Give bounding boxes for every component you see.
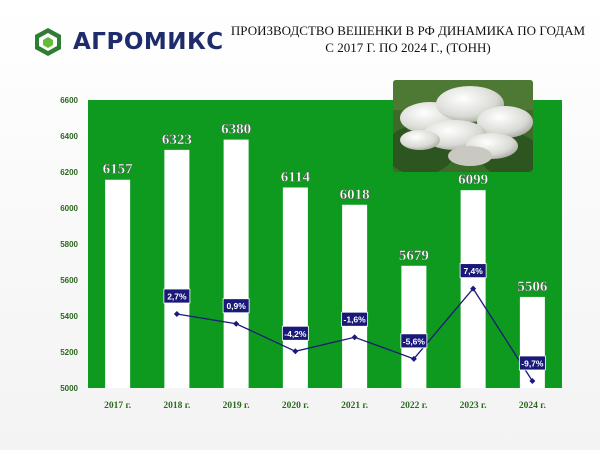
growth-label-box [163,288,191,304]
x-tick-label: 2023 г. [460,401,487,411]
bar [282,187,308,388]
growth-marker [292,348,299,355]
bar [223,139,249,388]
brand-name: АГРОМИКС [73,29,224,55]
bar-value-label: 5506 [517,279,548,295]
y-tick-label: 5800 [60,240,78,249]
x-tick-label: 2024 г. [519,401,546,411]
value-labels: 6157 6323 6380 6114 6018 5679 6099 5506 [102,121,548,295]
bar [401,265,427,388]
bar [164,149,190,388]
x-tick-label: 2022 г. [400,401,427,411]
y-tick-label: 5400 [60,312,78,321]
growth-label: 7,4% [459,263,487,279]
chart-title-line-2: С 2017 Г. ПО 2024 Г., (ТОНН) [325,40,491,55]
bar-series [105,139,545,388]
brand: АГРОМИКС [33,26,224,58]
x-tick-label: 2018 г. [163,401,190,411]
growth-label-text: -5,6% [403,336,426,346]
x-tick-label: 2017 г. [104,401,131,411]
growth-labels: 2,7% 0,9% -4,2% -1,6% -5,6% 7,4% -9,7% [163,263,546,371]
x-tick-label: 2020 г. [282,401,309,411]
growth-marker [470,285,477,292]
y-tick-label: 5600 [60,276,78,285]
growth-label: 0,9% [222,298,250,314]
oyster-mushroom-photo [393,80,533,172]
bar-value-label: 6157 [103,162,134,178]
growth-label-box [281,325,309,341]
bar-value-label: 5679 [399,248,429,264]
bar-value-label: 6018 [340,187,370,203]
bar-value-label: 6114 [281,169,311,185]
growth-marker [529,377,536,384]
growth-label: -1,6% [341,311,369,327]
growth-marker [233,320,240,327]
bar-value-label: 6099 [458,172,488,188]
growth-label-text: -1,6% [344,315,367,325]
x-axis: 2017 г. 2018 г. 2019 г. 2020 г. 2021 г. 2022 … [104,401,546,411]
growth-marker [410,355,417,362]
growth-label-box [400,333,428,349]
bar-value-label: 6380 [221,122,251,138]
growth-label: -4,2% [281,325,309,341]
growth-label-box [341,311,369,327]
bar [342,204,368,388]
growth-label: -9,7% [518,355,546,371]
growth-label-box [518,355,546,371]
growth-label-text: 0,9% [226,301,246,311]
growth-marker [351,334,358,341]
agromix-logo-icon [35,28,61,56]
growth-series [173,285,536,384]
growth-marker [173,311,180,318]
growth-label: -5,6% [400,333,428,349]
y-tick-label: 6000 [60,204,78,213]
growth-label-box [459,263,487,279]
chart-title-line-1: ПРОИЗВОДСТВО ВЕШЕНКИ В РФ ДИНАМИКА ПО ГО… [230,23,586,38]
y-axis: 5000 5200 5400 5600 5800 6000 6200 6400 6600 [60,96,78,393]
x-tick-label: 2021 г. [341,401,368,411]
y-tick-label: 6400 [60,132,78,141]
bar [519,296,545,388]
y-tick-label: 5200 [60,348,78,357]
y-tick-label: 6200 [60,168,78,177]
bar-value-label: 6323 [162,132,192,148]
y-tick-label: 5000 [60,384,78,393]
growth-label-text: 2,7% [167,292,187,302]
growth-label-text: -9,7% [521,358,544,368]
chart-title: ПРОИЗВОДСТВО ВЕШЕНКИ В РФ ДИНАМИКА ПО ГО… [218,22,598,56]
growth-label: 2,7% [163,288,191,304]
y-tick-label: 6600 [60,96,78,105]
growth-label-box [222,298,250,314]
x-tick-label: 2019 г. [223,401,250,411]
growth-label-text: 7,4% [463,266,483,276]
growth-label-text: -4,2% [284,329,307,339]
bar [105,179,131,388]
